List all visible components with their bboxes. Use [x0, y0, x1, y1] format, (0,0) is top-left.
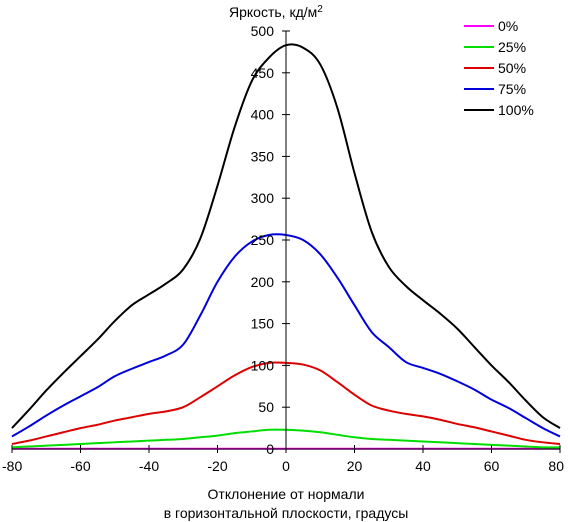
y-tick-label: 0 [266, 441, 274, 457]
x-axis-title-line2: в горизонтальной плоскости, градусы [164, 505, 409, 521]
y-ticks: 0 50 100 150 200 250 300 350 400 450 500 [251, 23, 290, 457]
x-tick-label: -60 [70, 458, 90, 474]
y-tick-label: 100 [251, 357, 275, 373]
x-tick-label: 0 [282, 458, 290, 474]
y-tick-label: 50 [258, 399, 274, 415]
x-tick-label: 20 [347, 458, 363, 474]
legend-label-1: 25% [498, 39, 526, 55]
x-tick-label: 60 [484, 458, 500, 474]
legend-label-4: 100% [498, 102, 534, 118]
y-tick-label: 400 [251, 107, 275, 123]
legend-label-3: 75% [498, 81, 526, 97]
x-tick-label: -80 [2, 458, 22, 474]
y-tick-label: 300 [251, 190, 275, 206]
y-tick-label: 500 [251, 23, 275, 39]
y-tick-label: 350 [251, 148, 275, 164]
x-tick-label: -20 [207, 458, 227, 474]
y-axis-title-text: Яркость, кд/м [229, 4, 317, 20]
x-tick-label: 80 [548, 458, 564, 474]
y-tick-label: 200 [251, 274, 275, 290]
legend: 0% 25% 50% 75% 100% [464, 18, 534, 118]
y-axis-title-superscript: 2 [317, 4, 323, 15]
y-tick-label: 450 [251, 65, 275, 81]
y-axis-title: Яркость, кд/м2 [229, 4, 323, 20]
legend-label-2: 50% [498, 60, 526, 76]
y-tick-label: 150 [251, 316, 275, 332]
x-tick-label: 40 [415, 458, 431, 474]
x-axis-title-line1: Отклонение от нормали [208, 486, 365, 502]
x-tick-label: -40 [139, 458, 159, 474]
legend-label-0: 0% [498, 18, 518, 34]
x-ticks: -80 -60 -40 -20 0 20 40 60 80 [2, 445, 564, 474]
y-tick-label: 250 [251, 232, 275, 248]
